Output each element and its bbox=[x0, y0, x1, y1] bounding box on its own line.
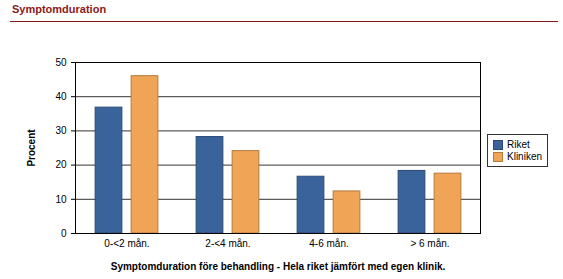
svg-text:2-<4 mån.: 2-<4 mån. bbox=[205, 238, 250, 249]
svg-text:Symptomduration före behandlin: Symptomduration före behandling - Hela r… bbox=[111, 261, 446, 272]
svg-text:10: 10 bbox=[55, 194, 67, 205]
html-text:Kliniken: Kliniken bbox=[507, 151, 542, 162]
svg-text:0: 0 bbox=[61, 228, 67, 239]
svg-text:Procent: Procent bbox=[26, 129, 37, 167]
svg-text:30: 30 bbox=[55, 125, 67, 136]
svg-text:20: 20 bbox=[55, 159, 67, 170]
svg-text:> 6 mån.: > 6 mån. bbox=[410, 238, 449, 249]
html-text:Riket: Riket bbox=[507, 139, 530, 150]
html-text:Symptomduration: Symptomduration bbox=[12, 3, 107, 15]
svg-text:50: 50 bbox=[55, 57, 67, 68]
svg-text:0-<2 mån.: 0-<2 mån. bbox=[104, 238, 149, 249]
svg-text:40: 40 bbox=[55, 91, 67, 102]
svg-text:4-6 mån.: 4-6 mån. bbox=[309, 238, 348, 249]
